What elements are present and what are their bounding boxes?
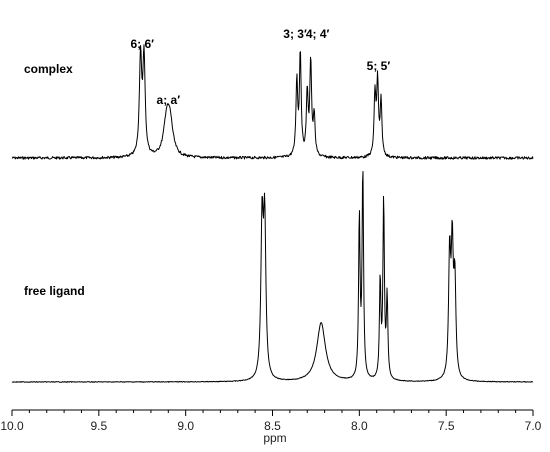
trace-label: complex bbox=[24, 62, 73, 76]
x-tick-label: 9.5 bbox=[90, 419, 107, 433]
trace-labels: complex free ligand bbox=[24, 62, 85, 298]
x-tick-label: 8.5 bbox=[264, 419, 281, 433]
x-axis: 10.0 9.5 9.0 8.5 8.0 7.5 7.0 bbox=[0, 409, 542, 433]
peak-label: 3; 3′ bbox=[283, 27, 307, 41]
x-tick-label: 10.0 bbox=[0, 419, 24, 433]
spectrum-trace-free-ligand bbox=[11, 171, 534, 383]
spectrum-traces bbox=[11, 44, 534, 383]
peak-label: 6; 6′ bbox=[130, 37, 154, 51]
peak-label: a; a′ bbox=[157, 93, 181, 107]
x-axis-tick-labels: 10.0 9.5 9.0 8.5 8.0 7.5 7.0 bbox=[0, 419, 541, 433]
x-axis-ticks bbox=[11, 410, 534, 416]
x-tick-label: 9.0 bbox=[177, 419, 194, 433]
peak-annotations: 6; 6′ a; a′ 3; 3′ 4; 4′ 5; 5′ bbox=[130, 27, 390, 107]
trace-label: free ligand bbox=[24, 284, 85, 298]
x-axis-label: ppm bbox=[263, 431, 286, 445]
x-tick-label: 8.0 bbox=[351, 419, 368, 433]
peak-label: 4; 4′ bbox=[306, 27, 330, 41]
spectrum-trace-complex bbox=[11, 44, 534, 160]
x-tick-label: 7.5 bbox=[438, 419, 455, 433]
peak-label: 5; 5′ bbox=[367, 59, 391, 73]
x-tick-label: 7.0 bbox=[525, 419, 542, 433]
